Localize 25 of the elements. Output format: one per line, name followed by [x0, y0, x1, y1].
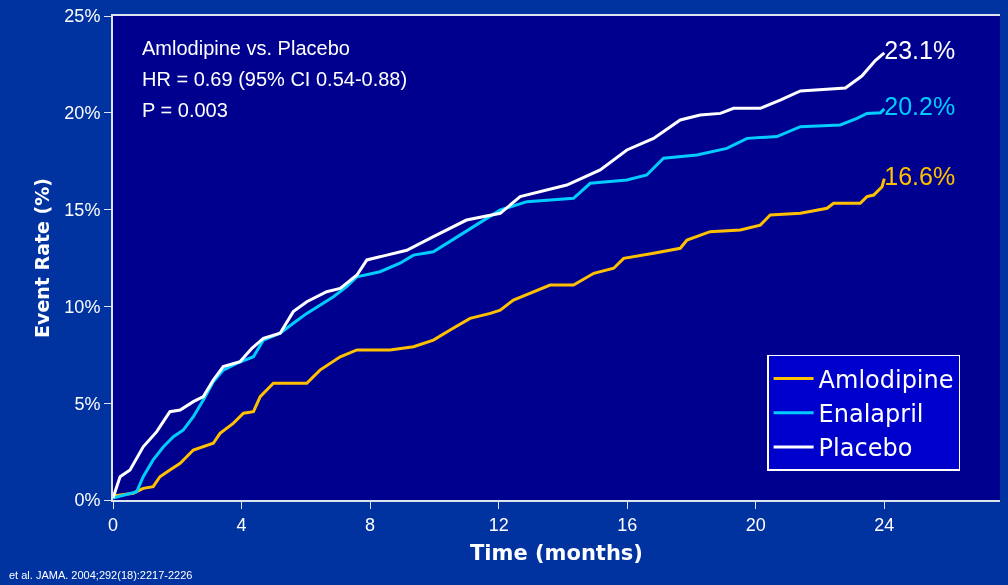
x-tick-label: 8: [365, 514, 376, 535]
y-tick-label: 15%: [64, 199, 101, 220]
x-tick-label: 4: [236, 514, 247, 535]
x-tick-label: 24: [874, 514, 895, 535]
x-tick-label: 16: [617, 514, 638, 535]
x-axis-title: Time (months): [470, 541, 643, 566]
y-tick-label: 5%: [74, 393, 101, 414]
y-tick-label: 25%: [64, 6, 101, 27]
text: et al. JAMA. 2004;292(18):2217-2226: [9, 569, 193, 581]
x-tick-label: 20: [745, 514, 766, 535]
legend-label: Enalapril: [818, 400, 924, 429]
y-tick-label: 0%: [74, 490, 101, 511]
x-tick-label: 12: [488, 514, 509, 535]
annotation: P = 0.003: [142, 99, 228, 121]
legend-label: Placebo: [818, 434, 913, 463]
x-tick-label: 0: [107, 514, 119, 535]
data-label: 23.1%: [884, 36, 956, 65]
annotation: HR = 0.69 (95% CI 0.54-0.88): [142, 68, 408, 90]
data-label: 16.6%: [884, 161, 956, 190]
y-tick-label: 20%: [64, 103, 101, 124]
annotation: Amlodipine vs. Placebo: [142, 37, 350, 59]
legend-label: Amlodipine: [818, 365, 954, 394]
y-tick-label: 10%: [64, 296, 101, 317]
data-label: 20.2%: [884, 92, 956, 121]
y-axis-title: Event Rate (%): [30, 178, 53, 338]
